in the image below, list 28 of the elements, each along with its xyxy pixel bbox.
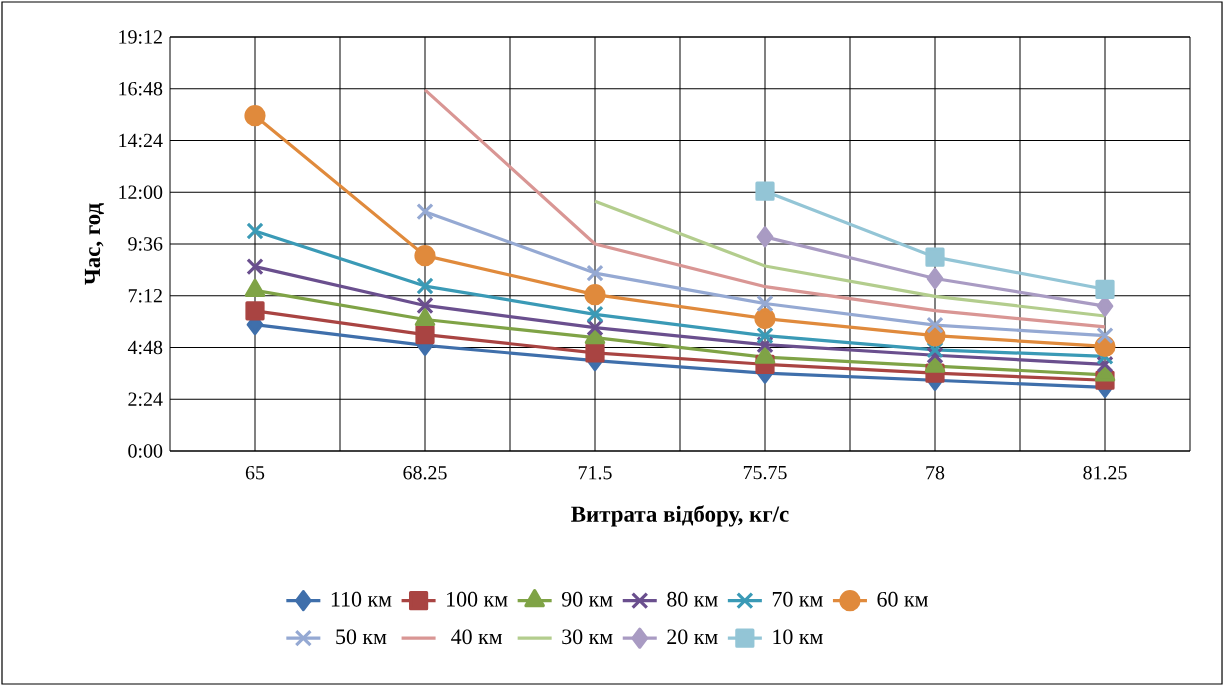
y-tick-label: 16:48: [119, 81, 163, 96]
y-tick-label: 19:12: [119, 30, 162, 44]
legend-label: 30 км: [562, 629, 613, 645]
x-tick-label: 71.5: [578, 466, 612, 480]
legend-label: 80 км: [667, 591, 718, 607]
legend-label: 70 км: [772, 591, 823, 607]
legend-label: 100 км: [447, 591, 508, 607]
x-tick-label: 81.25: [1083, 466, 1127, 480]
y-tick-label: 9:36: [128, 237, 163, 251]
legend-label: 40 км: [451, 629, 503, 645]
legend-label: 50 км: [336, 629, 387, 645]
legend-label: 110 км: [331, 591, 392, 607]
legend-label: 10 км: [773, 629, 823, 645]
x-tick-label: 78: [926, 466, 945, 480]
x-tick-label: 75.75: [743, 466, 787, 480]
y-tick-label: 4:48: [127, 340, 163, 355]
x-tick-label: 65: [245, 466, 265, 480]
y-tick-label: 7:12: [128, 289, 162, 303]
x-axis-title: Витрата відбору, кг/с: [571, 505, 789, 527]
legend-label: 60 км: [877, 591, 928, 607]
y-tick-label: 0:00: [128, 444, 163, 458]
y-tick-label: 12:00: [119, 185, 163, 200]
y-tick-label: 2:24: [128, 392, 163, 406]
y-axis-title: Час, год: [84, 203, 104, 285]
legend-label: 90 км: [561, 591, 613, 607]
x-tick-label: 68.25: [403, 466, 447, 480]
legend-label: 20 км: [667, 629, 718, 645]
y-tick-label: 14:24: [119, 133, 163, 148]
